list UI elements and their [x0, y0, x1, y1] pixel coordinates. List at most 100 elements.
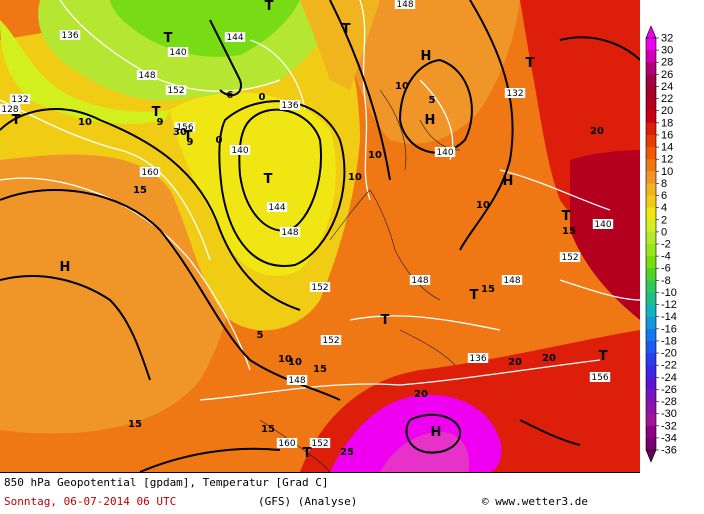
geopotential-label: 136: [281, 101, 298, 111]
legend-swatch: [646, 62, 656, 75]
legend-arrow-up-icon: [645, 25, 657, 39]
temperature-label: 0: [259, 92, 266, 103]
geopotential-label: 140: [594, 220, 611, 230]
low-pressure-label: T: [303, 446, 312, 461]
temperature-label: 30: [173, 127, 187, 138]
geopotential-label: 148: [503, 276, 520, 286]
geopotential-label-bg: [136, 70, 158, 80]
geopotential-label: 136: [61, 31, 78, 41]
geopotential-label: 148: [396, 0, 413, 10]
temperature-legend: 32 30 28 26 24 22 20 18 16 14 12 10 8 6 4 2 0 -2 -4 -6 -8 -10…: [640, 0, 704, 472]
map-footer: 850 hPa Geopotential [gpdam], Temperatur…: [0, 472, 640, 514]
low-pressure-label: T: [526, 56, 535, 71]
legend-swatch: [646, 231, 656, 245]
geopotential-label-bg: [467, 353, 489, 363]
legend-swatch: [646, 377, 656, 390]
geopotential-label: 152: [322, 336, 339, 346]
geopotential-label-bg: [165, 85, 187, 95]
geopotential-label: 156: [176, 123, 193, 133]
temperature-label: 25: [340, 447, 354, 458]
legend-label: 14: [661, 142, 673, 154]
geopotential-label: 132: [11, 95, 28, 105]
temperature-field-darkred-east: [570, 150, 640, 320]
high-pressure-label: H: [60, 260, 71, 275]
geopotential-label-bg: [0, 104, 21, 114]
legend-label: -12: [661, 299, 677, 311]
geopotential-label: 152: [311, 283, 328, 293]
legend-label: -20: [661, 348, 677, 360]
geopotential-label-bg: [9, 94, 31, 104]
geopotential-label: 148: [411, 276, 428, 286]
legend-swatch: [646, 256, 656, 269]
temperature-label: 10: [476, 200, 490, 211]
temperature-label: 20: [590, 126, 604, 137]
legend-label: 16: [661, 129, 673, 141]
legend-swatch: [646, 122, 656, 136]
legend-label: 26: [661, 69, 673, 81]
temperature-label: 0: [216, 135, 223, 146]
geopotential-label-bg: [266, 202, 288, 212]
geopotential-label: 148: [288, 376, 305, 386]
legend-swatch: [646, 425, 656, 439]
low-pressure-label: T: [342, 22, 351, 37]
geopotential-label: 152: [167, 86, 184, 96]
legend-label: 20: [661, 105, 673, 117]
legend-label: -36: [661, 445, 677, 457]
credit-label: © www.wetter3.de: [482, 495, 588, 508]
geopotential-label: 132: [506, 89, 523, 99]
low-pressure-label: T: [152, 105, 161, 120]
legend-label: -10: [661, 287, 677, 299]
legend-swatch: [646, 110, 656, 124]
temperature-label: 5: [429, 95, 436, 106]
legend-swatch: [646, 147, 656, 160]
low-pressure-label: T: [265, 0, 274, 14]
legend-swatch: [646, 365, 656, 378]
legend-label: -8: [661, 275, 671, 287]
high-pressure-label: H: [425, 113, 436, 128]
legend-swatch: [646, 86, 656, 100]
geopotential-label: 152: [311, 439, 328, 449]
legend-swatch: [646, 219, 656, 233]
temperature-label: 15: [562, 226, 576, 237]
geopotential-label-bg: [394, 0, 416, 9]
legend-swatch: [646, 244, 656, 257]
low-pressure-label: T: [381, 313, 390, 328]
legend-swatch: [646, 316, 656, 330]
legend-label: -18: [661, 335, 677, 347]
legend-swatch: [646, 38, 656, 51]
legend-label: 8: [661, 178, 667, 190]
geopotential-label: 144: [226, 33, 243, 43]
legend-label: 22: [661, 93, 673, 105]
geopotential-label: 160: [278, 439, 295, 449]
legend-label: 10: [661, 166, 673, 178]
geopotential-label: 152: [561, 253, 578, 263]
temperature-label: 20: [508, 357, 522, 368]
high-pressure-label: H: [421, 49, 432, 64]
low-pressure-label: T: [562, 209, 571, 224]
legend-label: -32: [661, 420, 677, 432]
legend-label: -24: [661, 372, 677, 384]
geopotential-label-bg: [167, 47, 189, 57]
geopotential-label-bg: [589, 372, 611, 382]
temperature-label: 15: [481, 284, 495, 295]
geopotential-label: 144: [268, 203, 285, 213]
legend-swatch: [646, 50, 656, 63]
legend-swatch: [646, 159, 656, 172]
legend-swatch: [646, 195, 656, 209]
temperature-label: 5: [257, 330, 264, 341]
geopotential-label-bg: [434, 147, 456, 157]
low-pressure-label: T: [264, 172, 273, 187]
legend-label: 12: [661, 154, 673, 166]
legend-swatch: [646, 401, 656, 415]
legend-label: 28: [661, 57, 673, 69]
temperature-field-darkgreen: [110, 0, 300, 57]
low-pressure-label: T: [470, 288, 479, 303]
geopotential-label-bg: [559, 252, 581, 262]
legend-label: 18: [661, 117, 673, 129]
legend-label: 6: [661, 190, 667, 202]
legend-arrow-down-icon: [645, 449, 657, 463]
geopotential-label-bg: [224, 32, 246, 42]
temperature-label: 10: [395, 81, 409, 92]
legend-label: -16: [661, 323, 677, 335]
legend-swatch: [646, 134, 656, 148]
